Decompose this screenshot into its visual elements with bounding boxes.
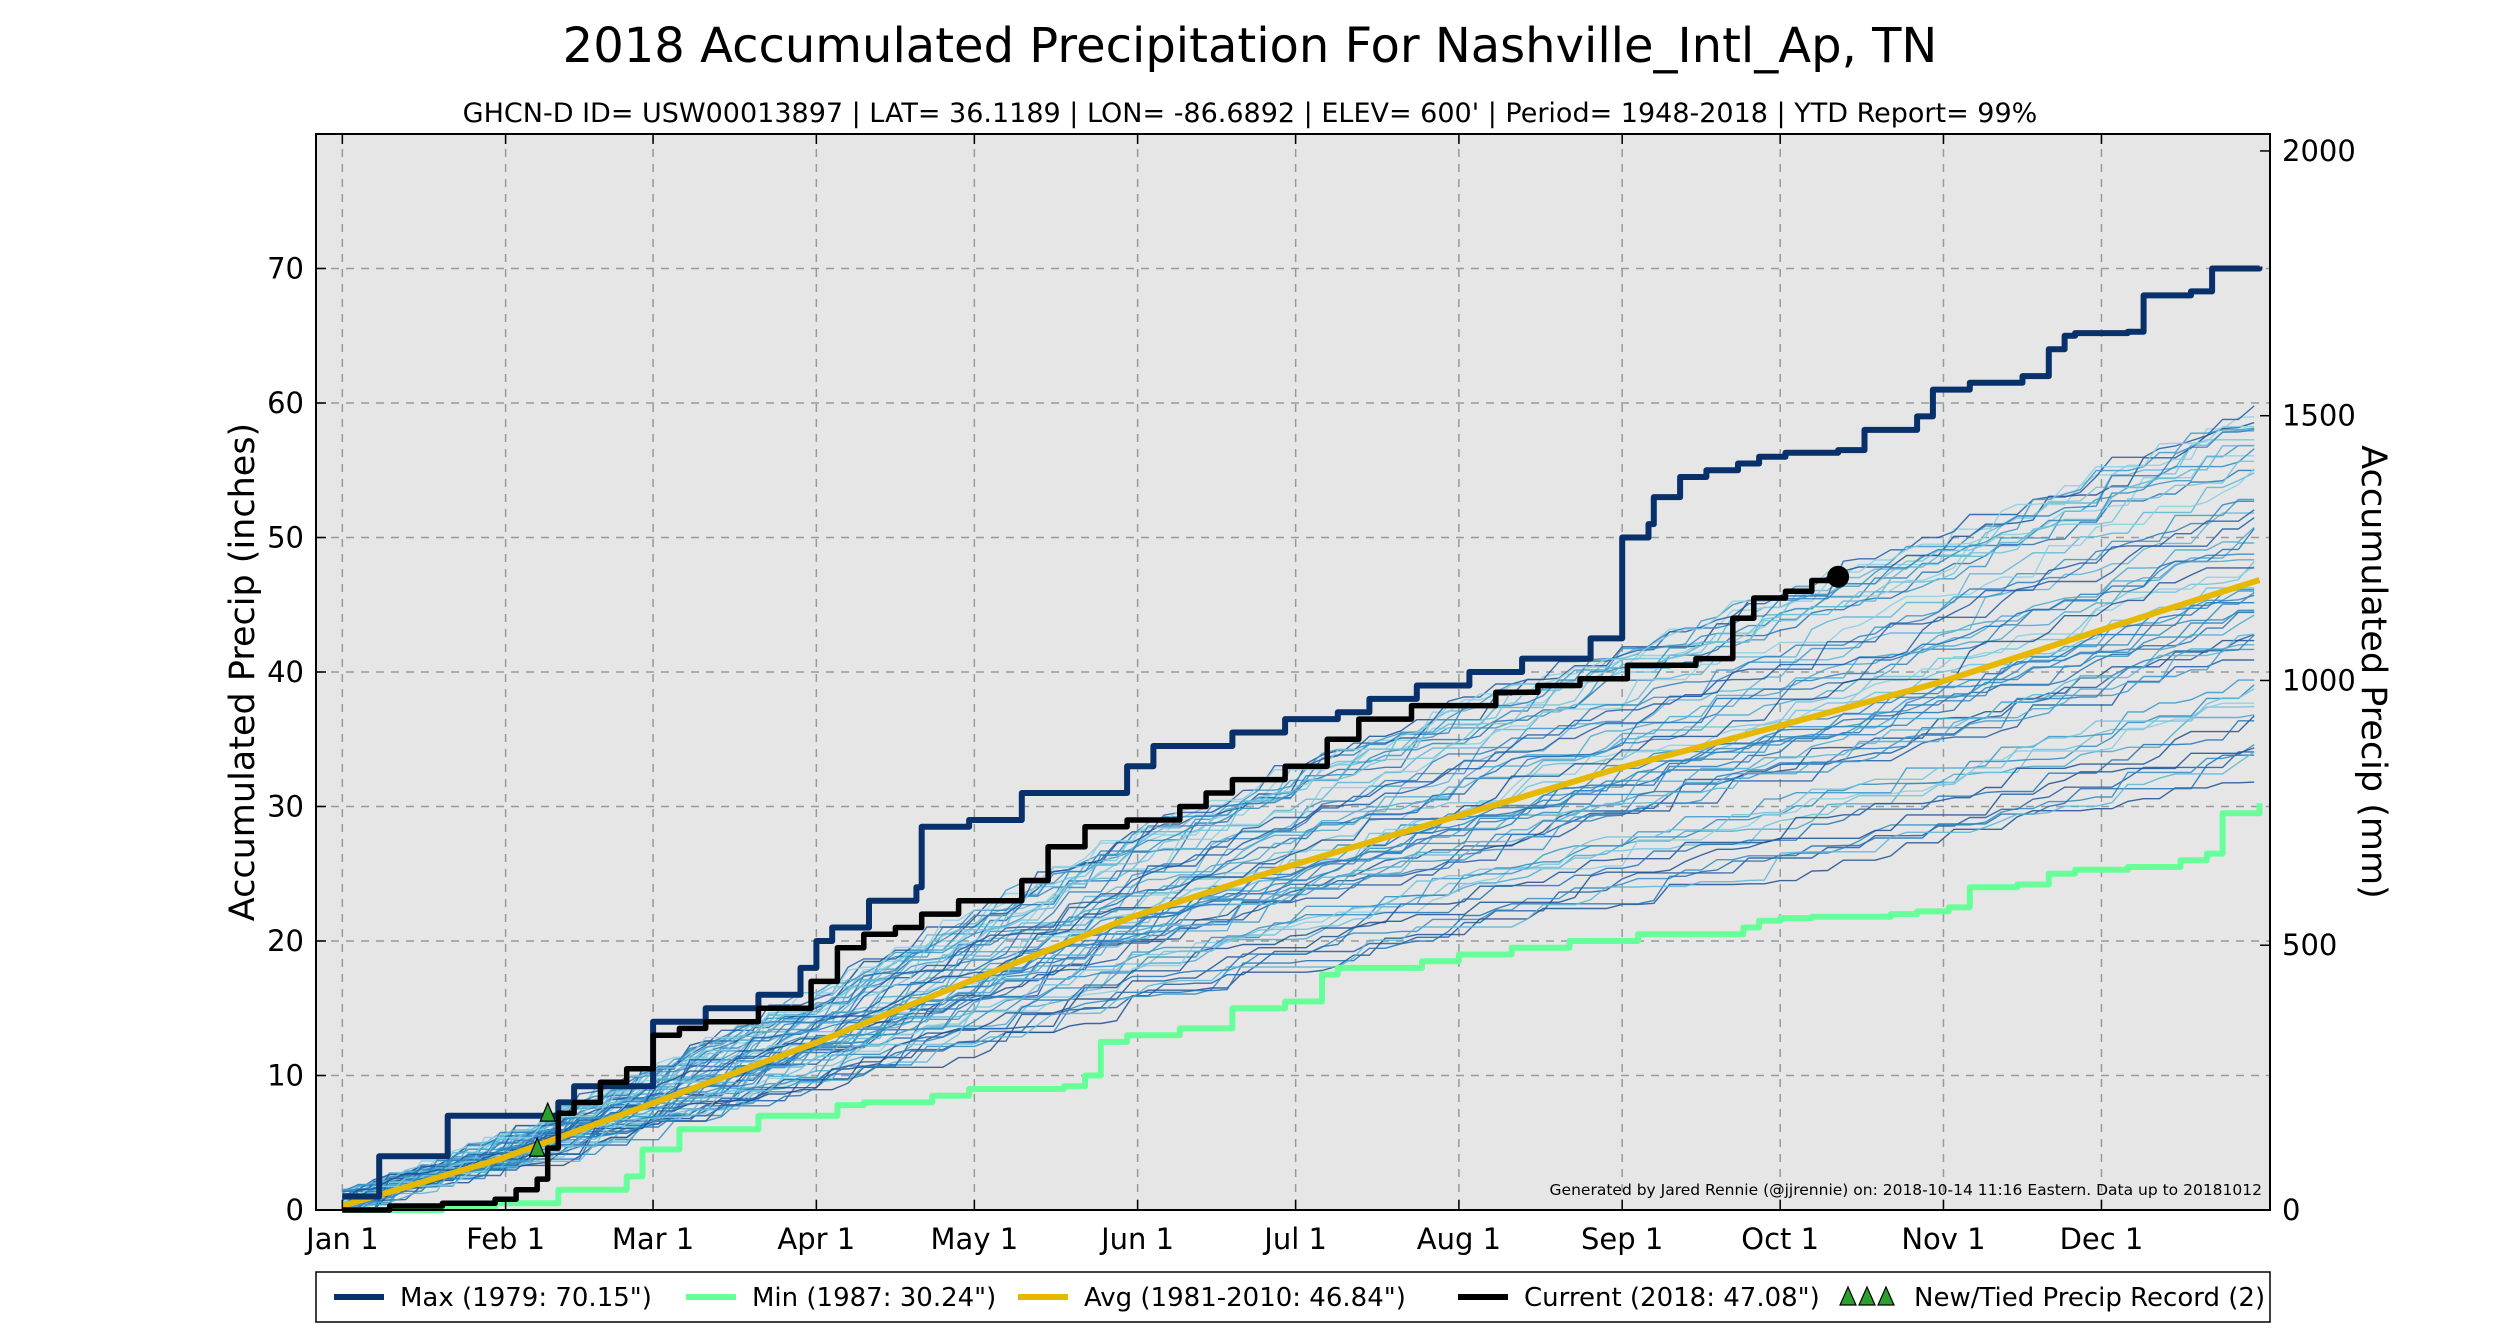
y-axis-left-ticks: 0 10 20 30 40 50 60 70 (267, 252, 326, 1227)
series-current-line (342, 576, 1841, 1213)
year-line (341, 439, 2255, 1208)
x-tick-label: May 1 (931, 1222, 1019, 1256)
x-tick-label: Jan 1 (304, 1222, 378, 1256)
x-tick-label: Apr 1 (777, 1222, 855, 1256)
y-tick-label: 60 (267, 386, 304, 420)
year-line (342, 751, 2255, 1197)
year-line (342, 590, 2255, 1198)
series-min-line (342, 803, 2263, 1213)
year-line (342, 720, 2255, 1193)
y-tick-label: 20 (267, 924, 304, 958)
record-markers (528, 1101, 557, 1157)
credit-note: Generated by Jared Rennie (@jjrennie) on… (1550, 1181, 2262, 1199)
x-axis-ticks: Jan 1 Feb 1 Mar 1 Apr 1 May 1 Jun 1 Jul 1 Aug 1… (304, 134, 2143, 1256)
x-tick-label: Dec 1 (2060, 1222, 2144, 1256)
chart-subtitle: GHCN-D ID= USW00013897 | LAT= 36.1189 | … (463, 98, 2038, 129)
legend-label-min: Min (1987: 30.24") (752, 1283, 996, 1313)
x-tick-label: Sep 1 (1581, 1222, 1663, 1256)
year-line (341, 633, 2255, 1211)
legend-box (315, 1271, 2271, 1323)
y-tick-label: 0 (286, 1193, 304, 1227)
series-max-line (342, 265, 2263, 1200)
record-marker (528, 1136, 546, 1157)
y-tick-label: 40 (267, 655, 304, 689)
year-line (342, 542, 2255, 1211)
x-tick-label: Feb 1 (466, 1222, 545, 1256)
year-line (342, 425, 2255, 1192)
legend: Max (1979: 70.15") Min (1987: 30.24") Avg … (315, 1271, 2271, 1323)
year-line (341, 498, 2255, 1203)
x-tick-label: Nov 1 (1901, 1222, 1985, 1256)
chart-title: 2018 Accumulated Precipitation For Nashv… (563, 18, 1938, 74)
x-tick-label: Oct 1 (1741, 1222, 1819, 1256)
y-tick-label: 50 (267, 521, 304, 555)
y-right-tick-label: 1000 (2282, 663, 2356, 697)
current-endpoint (1827, 565, 1850, 588)
y-axis-left-label: Accumulated Precip (inches) (223, 423, 263, 921)
y-right-tick-label: 500 (2282, 928, 2337, 962)
historical-years-lines (341, 405, 2255, 1211)
year-line (342, 747, 2255, 1211)
legend-label-current: Current (2018: 47.08") (1524, 1283, 1820, 1313)
x-tick-label: Jul 1 (1262, 1222, 1327, 1256)
x-tick-label: Mar 1 (612, 1222, 694, 1256)
x-tick-label: Jun 1 (1099, 1222, 1174, 1256)
y-tick-label: 30 (267, 790, 304, 824)
x-tick-label: Aug 1 (1417, 1222, 1501, 1256)
year-line (342, 679, 2255, 1210)
year-line (341, 567, 2255, 1201)
y-right-tick-label: 2000 (2282, 134, 2356, 168)
record-marker (539, 1101, 557, 1122)
year-line (341, 517, 2255, 1199)
year-line (342, 751, 2255, 1196)
y-right-tick-label: 0 (2282, 1193, 2300, 1227)
legend-label-record: New/Tied Precip Record (2) (1914, 1283, 2265, 1313)
year-line (342, 684, 2255, 1211)
legend-label-avg: Avg (1981-2010: 46.84") (1084, 1283, 1406, 1313)
y-tick-label: 70 (267, 252, 304, 286)
year-line (342, 559, 2255, 1211)
year-line (342, 427, 2255, 1191)
year-line (342, 715, 2255, 1211)
series-layer (341, 265, 2263, 1213)
legend-swatch-record (1877, 1285, 1895, 1306)
y-axis-right-ticks: 0 500 1000 1500 2000 (2260, 134, 2356, 1227)
y-tick-label: 10 (267, 1059, 304, 1093)
legend-swatch-record (1839, 1285, 1857, 1306)
year-line (342, 460, 2255, 1205)
series-avg-line (341, 577, 2261, 1209)
legend-label-max: Max (1979: 70.15") (400, 1283, 652, 1313)
y-right-tick-label: 1500 (2282, 399, 2356, 433)
y-axis-right-label: Accumulated Precip (mm) (2353, 445, 2393, 899)
legend-swatch-record (1858, 1285, 1876, 1306)
year-line (342, 688, 2255, 1203)
